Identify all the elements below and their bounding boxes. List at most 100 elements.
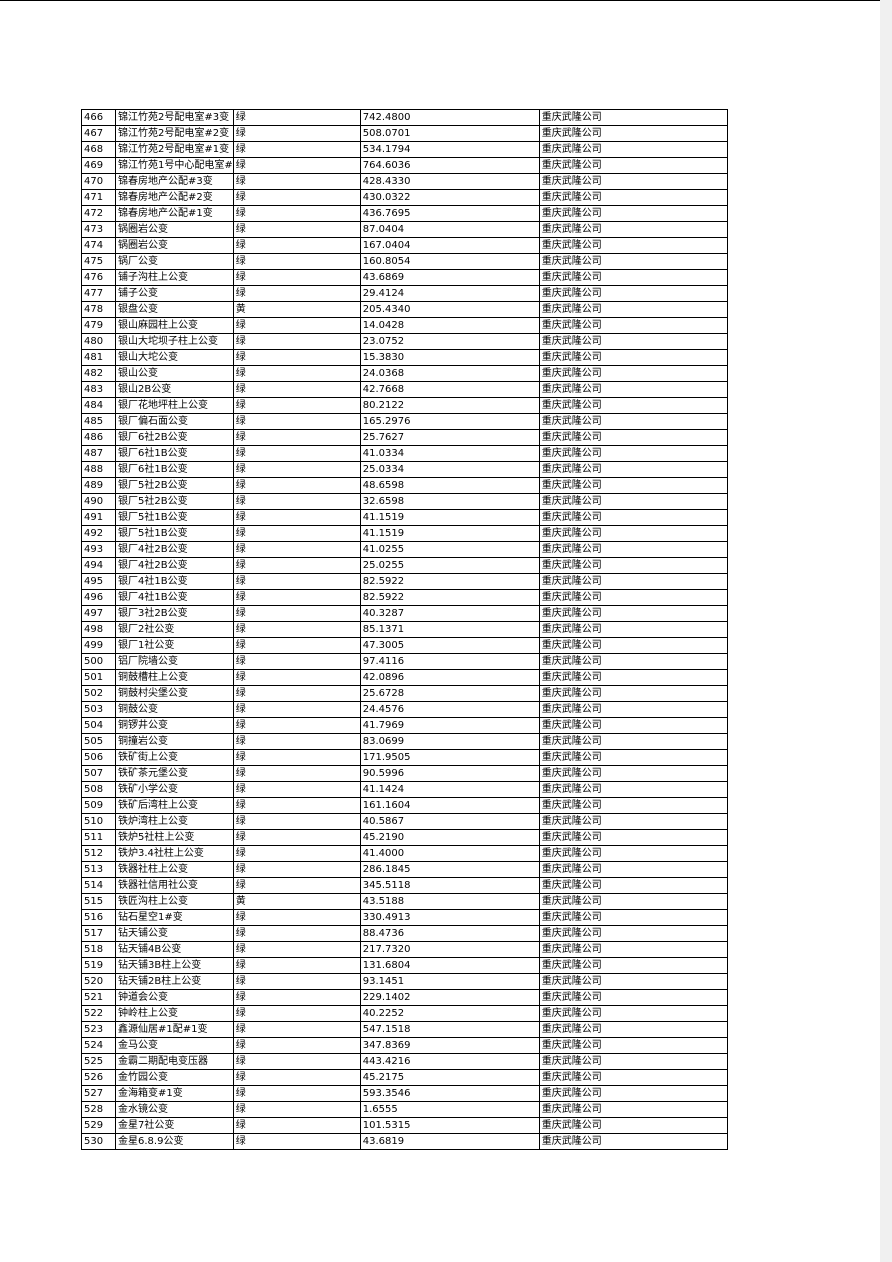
- station-name-cell: 银厂2社公变: [115, 621, 234, 638]
- status-color-cell: 绿: [232, 701, 361, 718]
- table-row: 468 锦江竹苑2号配电室#1变绿 534.1794 重庆武隆公司: [81, 141, 728, 158]
- station-name-cell: 金马公变: [115, 1037, 234, 1054]
- row-number-cell: 503: [81, 701, 116, 718]
- table-row: 509 铁矿后湾柱上公变绿 161.1604 重庆武隆公司: [81, 797, 728, 814]
- company-cell: 重庆武隆公司: [538, 941, 728, 958]
- value-cell: 43.6819: [359, 1133, 540, 1150]
- station-name-cell: 铁矿后湾柱上公变: [115, 797, 234, 814]
- value-cell: 41.0255: [359, 541, 540, 558]
- station-name-cell: 铁器社信用社公变: [115, 877, 234, 894]
- station-name-cell: 鑫源仙居#1配#1变: [115, 1021, 234, 1038]
- company-cell: 重庆武隆公司: [538, 637, 728, 654]
- status-color-cell: 绿: [232, 461, 361, 478]
- value-cell: 87.0404: [359, 221, 540, 238]
- company-cell: 重庆武隆公司: [538, 1069, 728, 1086]
- value-cell: 24.4576: [359, 701, 540, 718]
- row-number-cell: 466: [81, 109, 116, 126]
- row-number-cell: 502: [81, 685, 116, 702]
- company-cell: 重庆武隆公司: [538, 221, 728, 238]
- row-number-cell: 485: [81, 413, 116, 430]
- status-color-cell: 绿: [232, 1101, 361, 1118]
- table-row: 518 钻天铺4B公变绿 217.7320 重庆武隆公司: [81, 941, 728, 958]
- company-cell: 重庆武隆公司: [538, 669, 728, 686]
- value-cell: 15.3830: [359, 349, 540, 366]
- status-color-cell: 绿: [232, 781, 361, 798]
- value-cell: 160.8054: [359, 253, 540, 270]
- row-number-cell: 522: [81, 1005, 116, 1022]
- station-name-cell: 锦春房地产公配#1变: [115, 205, 234, 222]
- row-number-cell: 475: [81, 253, 116, 270]
- table-row: 487 银厂6社1B公变绿 41.0334 重庆武隆公司: [81, 445, 728, 462]
- status-color-cell: 绿: [232, 589, 361, 606]
- table-row: 474 锅圈岩公变绿 167.0404 重庆武隆公司: [81, 237, 728, 254]
- company-cell: 重庆武隆公司: [538, 957, 728, 974]
- row-number-cell: 469: [81, 157, 116, 174]
- company-cell: 重庆武隆公司: [538, 413, 728, 430]
- table-row: 507 铁矿茶元堡公变绿 90.5996 重庆武隆公司: [81, 765, 728, 782]
- table-row: 520 钻天铺2B柱上公变绿 93.1451 重庆武隆公司: [81, 973, 728, 990]
- value-cell: 45.2190: [359, 829, 540, 846]
- station-name-cell: 铺子公变: [115, 285, 234, 302]
- station-name-cell: 银厂1社公变: [115, 637, 234, 654]
- company-cell: 重庆武隆公司: [538, 157, 728, 174]
- value-cell: 40.3287: [359, 605, 540, 622]
- row-number-cell: 510: [81, 813, 116, 830]
- status-color-cell: 绿: [232, 125, 361, 142]
- row-number-cell: 521: [81, 989, 116, 1006]
- station-name-cell: 铁矿街上公变: [115, 749, 234, 766]
- value-cell: 82.5922: [359, 589, 540, 606]
- status-color-cell: 绿: [232, 829, 361, 846]
- value-cell: 41.7969: [359, 717, 540, 734]
- value-cell: 90.5996: [359, 765, 540, 782]
- table-row: 501 铜鼓槽柱上公变绿 42.0896 重庆武隆公司: [81, 669, 728, 686]
- status-color-cell: 绿: [232, 1069, 361, 1086]
- status-color-cell: 绿: [232, 333, 361, 350]
- status-color-cell: 绿: [232, 1053, 361, 1070]
- company-cell: 重庆武隆公司: [538, 557, 728, 574]
- table-row: 502 铜鼓村尖堡公变绿 25.6728 重庆武隆公司: [81, 685, 728, 702]
- value-cell: 347.8369: [359, 1037, 540, 1054]
- station-name-cell: 锦江竹苑2号配电室#1变: [115, 141, 234, 158]
- company-cell: 重庆武隆公司: [538, 285, 728, 302]
- station-name-cell: 银厂6社2B公变: [115, 429, 234, 446]
- value-cell: 82.5922: [359, 573, 540, 590]
- row-number-cell: 528: [81, 1101, 116, 1118]
- row-number-cell: 476: [81, 269, 116, 286]
- company-cell: 重庆武隆公司: [538, 925, 728, 942]
- status-color-cell: 绿: [232, 669, 361, 686]
- status-color-cell: 绿: [232, 413, 361, 430]
- station-name-cell: 银山麻园柱上公变: [115, 317, 234, 334]
- row-number-cell: 509: [81, 797, 116, 814]
- table-row: 470 锦春房地产公配#3变绿 428.4330 重庆武隆公司: [81, 173, 728, 190]
- station-name-cell: 铜鼓公变: [115, 701, 234, 718]
- page-edge: [880, 0, 892, 1262]
- status-color-cell: 绿: [232, 349, 361, 366]
- status-color-cell: 绿: [232, 205, 361, 222]
- value-cell: 534.1794: [359, 141, 540, 158]
- company-cell: 重庆武隆公司: [538, 701, 728, 718]
- row-number-cell: 520: [81, 973, 116, 990]
- table-row: 473 锅圈岩公变绿 87.0404 重庆武隆公司: [81, 221, 728, 238]
- value-cell: 205.4340: [359, 301, 540, 318]
- station-name-cell: 锦江竹苑2号配电室#2变: [115, 125, 234, 142]
- row-number-cell: 526: [81, 1069, 116, 1086]
- station-name-cell: 银厂6社1B公变: [115, 461, 234, 478]
- row-number-cell: 493: [81, 541, 116, 558]
- row-number-cell: 482: [81, 365, 116, 382]
- station-name-cell: 铁矿茶元堡公变: [115, 765, 234, 782]
- company-cell: 重庆武隆公司: [538, 605, 728, 622]
- station-name-cell: 锦春房地产公配#2变: [115, 189, 234, 206]
- row-number-cell: 518: [81, 941, 116, 958]
- table-row: 472 锦春房地产公配#1变绿 436.7695 重庆武隆公司: [81, 205, 728, 222]
- status-color-cell: 绿: [232, 109, 361, 126]
- table-row: 530 金星6.8.9公变绿 43.6819 重庆武隆公司: [81, 1133, 728, 1150]
- row-number-cell: 517: [81, 925, 116, 942]
- company-cell: 重庆武隆公司: [538, 333, 728, 350]
- value-cell: 25.0334: [359, 461, 540, 478]
- status-color-cell: 绿: [232, 381, 361, 398]
- value-cell: 286.1845: [359, 861, 540, 878]
- row-number-cell: 478: [81, 301, 116, 318]
- table-row: 505 铜撞岩公变绿 83.0699 重庆武隆公司: [81, 733, 728, 750]
- table-row: 485 银厂偏石面公变绿 165.2976 重庆武隆公司: [81, 413, 728, 430]
- company-cell: 重庆武隆公司: [538, 717, 728, 734]
